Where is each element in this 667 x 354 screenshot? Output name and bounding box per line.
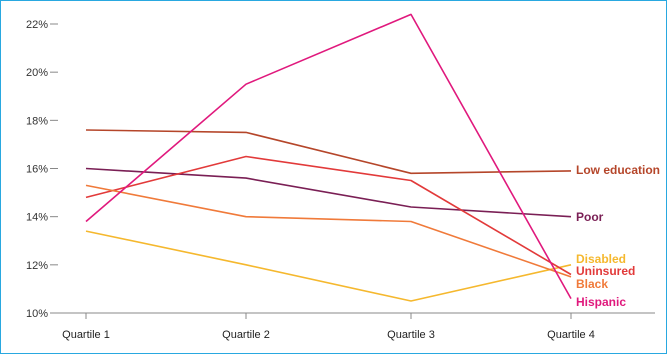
y-tick-label: 20% [26,67,48,79]
series-line-low-education [85,129,572,175]
x-tick-label: Quartile 3 [387,329,435,341]
series-line-uninsured [85,155,572,276]
series-line-black [85,184,572,278]
y-tick-label: 10% [26,308,48,320]
y-tick-label: 14% [26,212,48,224]
y-tick-label: 12% [26,260,48,272]
series-lines [85,13,572,302]
x-tick-label: Quartile 2 [222,329,270,341]
x-tick-label: Quartile 1 [62,329,110,341]
series-label-black: Black [576,277,608,291]
y-axis: 10% 12% 14% 16% 18% 20% 22% [26,19,58,320]
series-label-low-education: Low education [576,163,660,177]
y-tick-label: 22% [26,19,48,31]
y-tick-label: 18% [26,115,48,127]
series-label-poor: Poor [576,210,604,224]
x-axis: Quartile 1 Quartile 2 Quartile 3 Quartile 4 [62,313,595,341]
series-line-poor [85,167,572,218]
series-label-disabled: Disabled [576,252,626,266]
series-label-hispanic: Hispanic [576,295,626,309]
series-line-disabled [85,230,572,302]
y-tick-label: 16% [26,164,48,176]
series-label-uninsured: Uninsured [576,264,635,278]
series-line-hispanic [85,13,572,299]
x-tick-label: Quartile 4 [547,329,595,341]
